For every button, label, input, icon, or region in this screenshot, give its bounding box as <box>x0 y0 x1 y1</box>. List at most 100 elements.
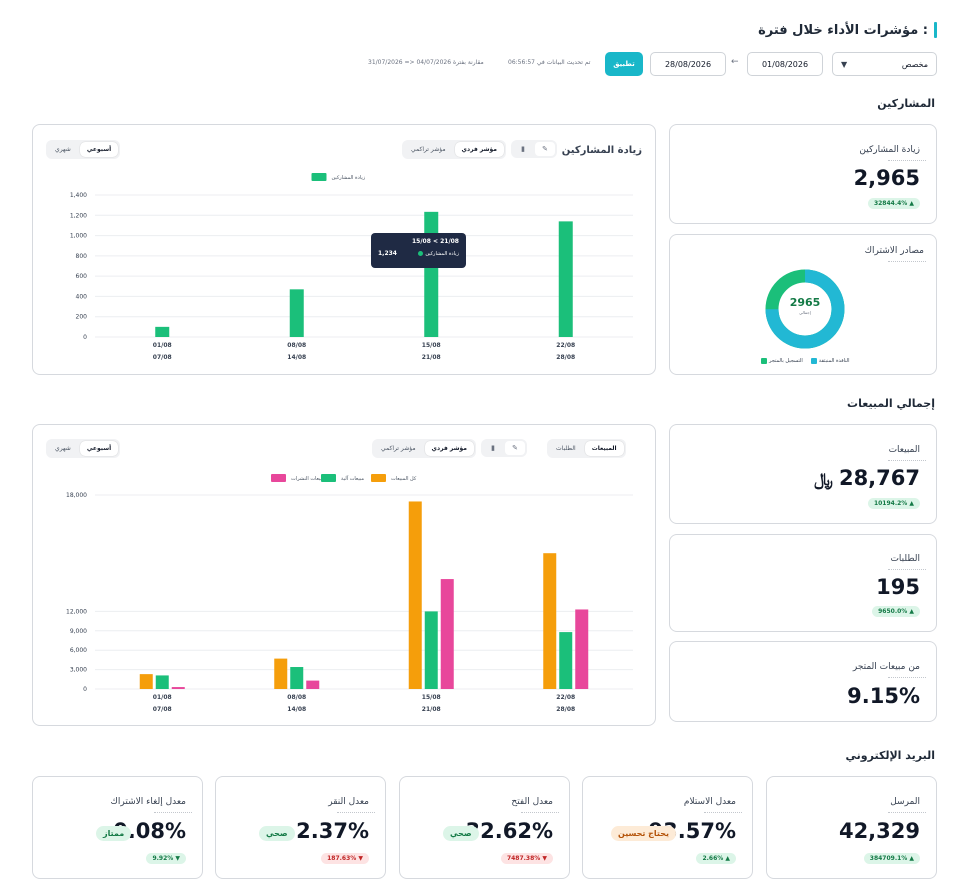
legend-swatch <box>311 173 327 181</box>
chart-type-toggle[interactable]: ▮ ✎ <box>511 140 557 158</box>
legend-label: كل المبيعات <box>391 476 417 482</box>
x-tick-label: 08/08 <box>287 694 306 701</box>
bar <box>559 632 573 689</box>
email-section-title: البريد الإلكتروني <box>845 749 935 762</box>
x-tick-label: 07/08 <box>153 706 172 713</box>
date-to-field[interactable]: 28/08/2026 <box>650 52 726 76</box>
page-title: مؤشرات الأداء خلال فترة : <box>758 22 928 38</box>
y-tick-label: 800 <box>76 253 88 260</box>
tab-weekly[interactable]: أسبوعي <box>79 441 119 456</box>
bar <box>575 609 589 689</box>
bar <box>408 501 422 689</box>
bar <box>274 658 288 689</box>
line-chart-icon[interactable]: ✎ <box>535 142 555 156</box>
bar <box>290 667 304 689</box>
x-tick-label: 28/08 <box>556 706 575 713</box>
status-badge: يحتاج تحسين <box>611 826 676 841</box>
status-badge: صحي <box>443 826 479 841</box>
bar <box>171 687 185 689</box>
card-value: 32.62% <box>465 819 553 843</box>
period-toggle[interactable]: شهري أسبوعي <box>46 439 121 458</box>
bar-chart-icon[interactable]: ▮ <box>491 444 495 452</box>
x-tick-label: 01/08 <box>153 694 172 701</box>
sales-section-title: إجمالي المبيعات <box>847 397 935 410</box>
x-tick-label: 21/08 <box>422 354 441 361</box>
bar <box>543 553 557 689</box>
change-badge: 10194.2% ▲ <box>867 498 920 509</box>
line-chart-icon[interactable]: ✎ <box>505 441 525 455</box>
sources-donut-chart <box>765 269 845 349</box>
chart-type-toggle[interactable]: ▮ ✎ <box>481 439 527 457</box>
date-range-arrow: ← <box>731 57 739 67</box>
apply-button[interactable]: تطبيق <box>605 52 643 76</box>
y-tick-label: 12,000 <box>66 608 87 615</box>
mode-toggle[interactable]: مؤشر تراكمي مؤشر فردي <box>402 140 506 159</box>
tooltip-value: 1,234 <box>378 250 397 257</box>
participants-section-title: المشاركين <box>877 97 935 110</box>
tab-individual[interactable]: مؤشر فردي <box>454 142 504 157</box>
y-tick-label: 6,000 <box>70 647 87 654</box>
card-title: مصادر الاشتراك <box>864 246 924 256</box>
donut-total-label: إجمالي <box>799 310 811 315</box>
card-title: المرسل <box>890 797 920 807</box>
tab-cumulative[interactable]: مؤشر تراكمي <box>381 445 416 452</box>
page-header: مؤشرات الأداء خلال فترة : <box>758 22 937 38</box>
metric-toggle[interactable]: الطلبات المبيعات <box>547 439 626 458</box>
change-badge: 9.92% ▼ <box>146 853 186 864</box>
y-tick-label: 0 <box>83 334 87 341</box>
y-tick-label: 3,000 <box>70 667 87 674</box>
legend-label: مبيعات النشرات <box>291 476 325 482</box>
x-tick-label: 22/08 <box>556 342 575 349</box>
bar <box>139 674 153 689</box>
tab-sales[interactable]: المبيعات <box>584 441 624 456</box>
tab-monthly[interactable]: شهري <box>55 445 71 452</box>
tab-orders[interactable]: الطلبات <box>556 445 576 452</box>
bar <box>289 289 304 337</box>
bar <box>306 680 320 689</box>
card-title: معدل الفتح <box>511 797 553 807</box>
email-metric-card: معدل الاستلام 93.57% 2.66% ▲ يحتاج تحسين <box>582 776 753 879</box>
card-title: الطلبات <box>890 554 920 564</box>
sales-card: المبيعات ﷼ 28,767 10194.2% ▲ <box>669 424 937 524</box>
legend-label: زيادة المشاركين <box>332 175 366 181</box>
tooltip-series: زيادة المشاركين <box>425 250 459 257</box>
tab-cumulative[interactable]: مؤشر تراكمي <box>411 146 446 153</box>
legend-item: النافذة المنبثقة <box>810 358 850 364</box>
card-value: ﷼ 28,767 <box>814 466 920 490</box>
email-metric-card: معدل الفتح 32.62% 7487.38% ▼ صحي <box>399 776 570 879</box>
bar-chart-icon[interactable]: ▮ <box>521 145 525 153</box>
compare-period-text: مقارنة بفترة 04/07/2026 <= 31/07/2026 <box>368 59 484 66</box>
y-tick-label: 600 <box>76 273 88 280</box>
y-tick-label: 400 <box>76 293 88 300</box>
y-tick-label: 1,400 <box>70 192 87 199</box>
email-metric-card: المرسل 42,329 384709.1% ▲ <box>766 776 937 879</box>
x-tick-label: 08/08 <box>287 342 306 349</box>
card-value: 42,329 <box>838 819 920 843</box>
date-from-field[interactable]: 01/08/2026 <box>747 52 823 76</box>
email-metric-card: معدل إلغاء الاشتراك 0.08% 9.92% ▼ ممتاز <box>32 776 203 879</box>
tab-monthly[interactable]: شهري <box>55 146 71 153</box>
bar <box>424 611 438 689</box>
currency-icon: ﷼ <box>814 470 833 490</box>
legend-swatch <box>321 474 336 482</box>
x-tick-label: 14/08 <box>287 354 306 361</box>
tab-weekly[interactable]: أسبوعي <box>79 142 119 157</box>
tab-individual[interactable]: مؤشر فردي <box>424 441 474 456</box>
card-title: من مبيعات المتجر <box>852 662 920 672</box>
period-toggle[interactable]: شهري أسبوعي <box>46 140 121 159</box>
mode-toggle[interactable]: مؤشر تراكمي مؤشر فردي <box>372 439 476 458</box>
sales-chart-card: الطلبات المبيعات ▮ ✎ مؤشر تراكمي مؤشر فر… <box>32 424 656 726</box>
bar <box>155 675 169 689</box>
period-select[interactable]: ▼ مخصص <box>832 52 937 76</box>
tooltip-range: 15/08 < 21/08 <box>412 238 459 245</box>
y-tick-label: 18,000 <box>66 492 87 499</box>
status-badge: صحي <box>259 826 295 841</box>
participants-bar-chart: 0 200 400 600 800 1,000 1,200 1,400 01/08 07/08 08… <box>70 173 633 361</box>
card-value: 2,965 <box>853 166 920 190</box>
y-tick-label: 0 <box>83 686 87 693</box>
y-tick-label: 9,000 <box>70 628 87 635</box>
change-badge: 384709.1% ▲ <box>863 853 920 864</box>
x-tick-label: 15/08 <box>422 694 441 701</box>
donut-total: 2965 <box>789 296 821 309</box>
title-accent-bar <box>934 22 937 38</box>
